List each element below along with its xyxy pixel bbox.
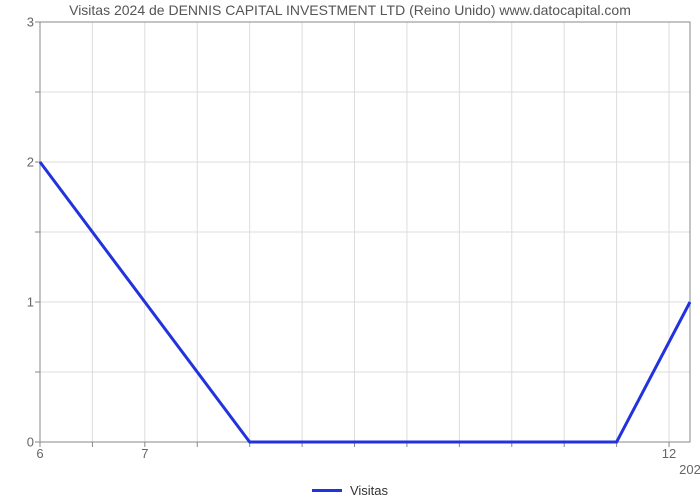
chart-svg [40, 22, 690, 442]
y-tick-label: 3 [4, 15, 34, 30]
legend-swatch [312, 489, 342, 492]
x-tick-label: 12 [662, 446, 676, 461]
y-tick-label: 2 [4, 155, 34, 170]
chart-title: Visitas 2024 de DENNIS CAPITAL INVESTMEN… [0, 2, 700, 18]
legend-label: Visitas [350, 483, 388, 498]
y-tick-label: 1 [4, 295, 34, 310]
legend: Visitas [0, 482, 700, 498]
plot-area [40, 22, 690, 442]
x-tick-label: 7 [141, 446, 148, 461]
chart-container: Visitas 2024 de DENNIS CAPITAL INVESTMEN… [0, 0, 700, 500]
x-tick-label: 6 [36, 446, 43, 461]
y-tick-label: 0 [4, 435, 34, 450]
x-secondary-label: 202 [679, 462, 700, 477]
